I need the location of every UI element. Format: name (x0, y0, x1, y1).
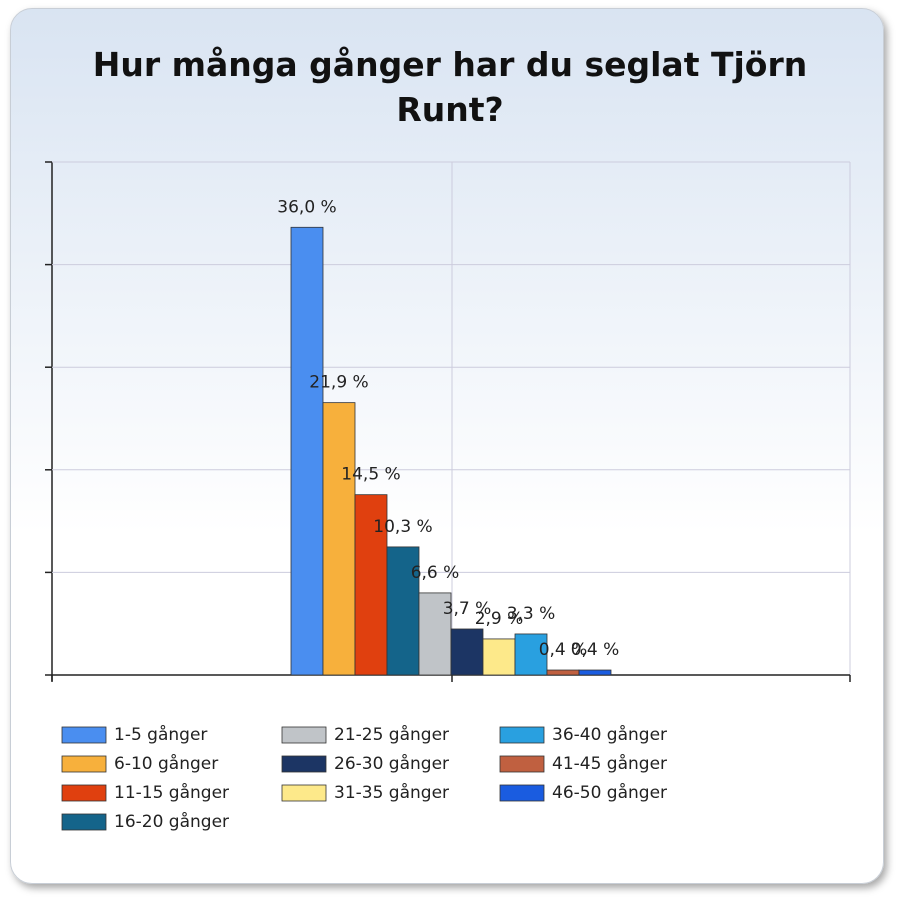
legend-swatch (499, 755, 545, 773)
legend-swatch (281, 784, 327, 802)
bar (418, 592, 452, 676)
value-label: 3,7 % (443, 599, 492, 619)
legend-label: 6-10 gånger (114, 753, 218, 774)
legend-label: 1-5 gånger (114, 724, 207, 745)
value-label: 0,4 % (571, 640, 620, 660)
legend-swatch (499, 784, 545, 802)
legend-label: 46-50 gånger (552, 782, 667, 803)
value-label: 10,3 % (373, 517, 432, 537)
legend-swatch (281, 726, 327, 744)
chart-card (10, 8, 884, 884)
bar (354, 494, 388, 676)
legend-swatch (61, 726, 107, 744)
value-label: 0,4 % (539, 640, 588, 660)
bar (450, 628, 484, 676)
legend-swatch (499, 726, 545, 744)
bar (546, 669, 580, 676)
legend-label: 36-40 gånger (552, 724, 667, 745)
bar (386, 546, 420, 676)
legend-label: 21-25 gånger (334, 724, 449, 745)
value-label: 3,3 % (507, 604, 556, 624)
value-label: 6,6 % (411, 563, 460, 583)
chart-title: Hur många gånger har du seglat Tjörn Run… (92, 45, 808, 129)
legend-swatch (61, 755, 107, 773)
legend-label: 11-15 gånger (114, 782, 229, 803)
bar (514, 633, 548, 676)
bar (482, 638, 516, 676)
legend-swatch (61, 784, 107, 802)
legend-swatch (281, 755, 327, 773)
bar (290, 226, 324, 676)
legend-label: 16-20 gånger (114, 811, 229, 832)
bar (322, 402, 356, 676)
legend-label: 41-45 gånger (552, 753, 667, 774)
value-label: 36,0 % (277, 197, 336, 217)
value-label: 14,5 % (341, 465, 400, 485)
legend-label: 31-35 gånger (334, 782, 449, 803)
value-label: 21,9 % (309, 373, 368, 393)
legend-swatch (61, 813, 107, 831)
bar (578, 669, 612, 676)
value-label: 2,9 % (475, 609, 524, 629)
legend-label: 26-30 gånger (334, 753, 449, 774)
